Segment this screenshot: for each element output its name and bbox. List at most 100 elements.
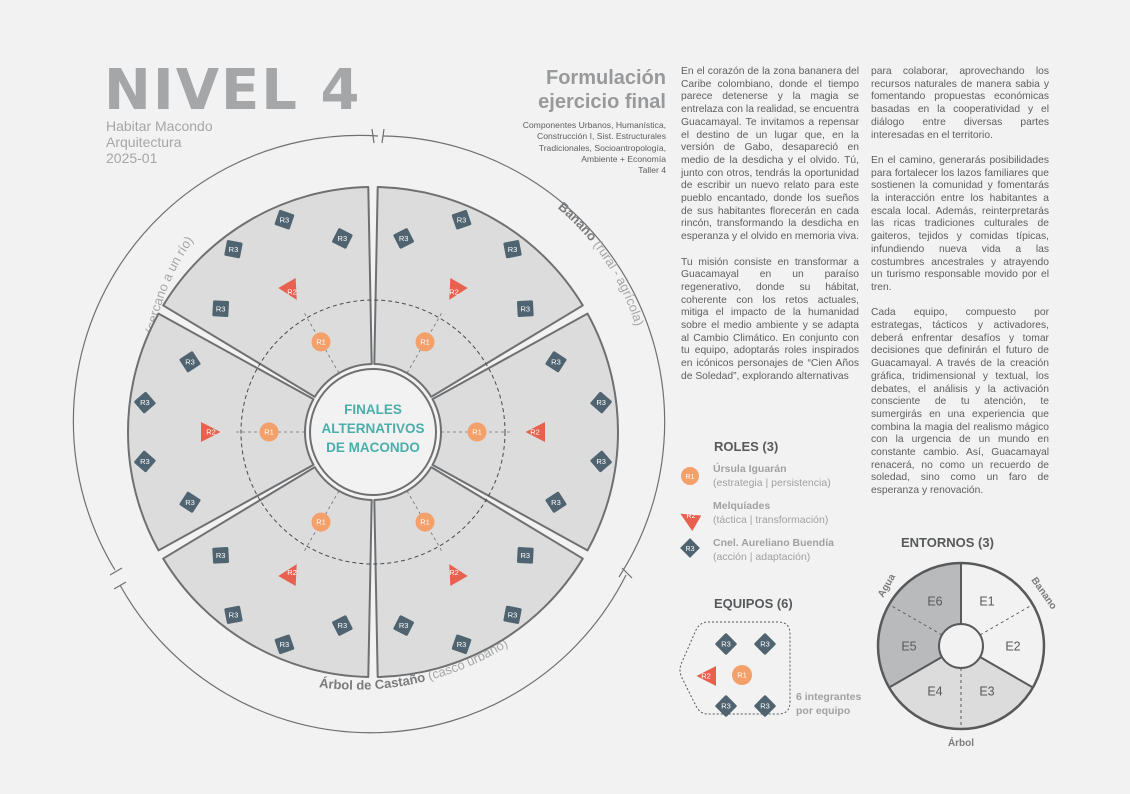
text-column-1: En el corazón de la zona bananera del Ca… bbox=[681, 66, 859, 396]
center-circle bbox=[309, 368, 437, 496]
program-name: Arquitectura bbox=[106, 134, 182, 150]
sector-3 bbox=[431, 312, 619, 552]
r2-triangle-icon bbox=[680, 513, 702, 532]
r2-label: R2 bbox=[287, 287, 297, 296]
entorno-label: E3 bbox=[979, 685, 994, 699]
r3-label: R3 bbox=[457, 215, 467, 224]
entorno-label: E6 bbox=[927, 594, 942, 608]
r3-label: R3 bbox=[551, 357, 561, 366]
r3-label: R3 bbox=[760, 640, 770, 649]
team-boundary bbox=[679, 621, 791, 715]
r3-label: R3 bbox=[229, 245, 239, 254]
r3-label: R3 bbox=[721, 640, 731, 649]
r2-marker: R2 bbox=[525, 422, 545, 442]
r1-marker: R1 bbox=[259, 422, 279, 442]
r3-label: R3 bbox=[760, 702, 770, 711]
formulacion-line-2: ejercicio final bbox=[538, 91, 666, 113]
r3-marker: R3 bbox=[516, 300, 534, 317]
r3-marker: R3 bbox=[332, 228, 353, 249]
role-markers: R1 R2 R3 R3 R3 R3 R1 R2 R3 R3 R3 R3 R1 R2 R3 R3 R3 R3 R1 R2… bbox=[134, 209, 612, 655]
r1-marker: R1 bbox=[732, 665, 752, 685]
r3-label: R3 bbox=[338, 621, 348, 630]
course-components: Componentes Urbanos, Humanística, Constr… bbox=[470, 120, 666, 176]
r3-marker: R3 bbox=[516, 547, 534, 564]
course-name: Habitar Macondo bbox=[106, 118, 213, 134]
r3-marker: R3 bbox=[134, 391, 156, 414]
r3-marker: R3 bbox=[754, 633, 776, 655]
r3-label: R3 bbox=[338, 234, 348, 243]
r3-label: R3 bbox=[551, 498, 561, 507]
role-name: Úrsula Iguarán bbox=[713, 462, 787, 475]
r1-marker: R1 bbox=[415, 332, 435, 352]
r3-marker: R3 bbox=[503, 240, 522, 259]
components-line-3: Tradicionales, Socioantropología, bbox=[538, 142, 666, 153]
r3-label: R3 bbox=[216, 551, 226, 560]
r1-label: R1 bbox=[316, 338, 326, 347]
r3-marker: R3 bbox=[212, 300, 230, 317]
r1-marker: R1 bbox=[311, 512, 331, 532]
r2-label: R2 bbox=[530, 428, 540, 437]
r2-label: R2 bbox=[287, 568, 297, 577]
role-desc: (estrategia | persistencia) bbox=[713, 477, 831, 489]
r3-label: R3 bbox=[457, 640, 467, 649]
r3-marker: R3 bbox=[590, 391, 612, 414]
text-column-2: para colaborar, aprovechando los recurso… bbox=[871, 66, 1049, 511]
ring-break-marks bbox=[109, 128, 633, 590]
entorno-label: E4 bbox=[927, 685, 942, 699]
r2-marker: R2 bbox=[278, 564, 297, 586]
entornos-outer-ring bbox=[876, 561, 1046, 731]
r2-marker: R2 bbox=[278, 278, 297, 300]
r3-marker: R3 bbox=[134, 450, 156, 473]
entorno-divider bbox=[979, 656, 1034, 689]
r3-marker: R3 bbox=[332, 615, 353, 636]
r3-label: R3 bbox=[140, 457, 150, 466]
role-name: Cnel. Aureliano Buendía bbox=[713, 537, 834, 549]
entornos-inner-ring bbox=[938, 623, 984, 669]
formulacion-line-1: Formulación bbox=[545, 67, 666, 89]
r2-marker: R2 bbox=[696, 666, 716, 686]
r2-marker: R2 bbox=[201, 422, 221, 442]
team-size-note-1: 6 integrantes bbox=[796, 691, 862, 703]
entornos-pie: E1 E2 E3 E4 E5 E6 bbox=[876, 561, 1046, 731]
page-title: NIVEL 4 bbox=[104, 58, 362, 123]
center-title-line-1: FINALES bbox=[344, 402, 402, 417]
center-title-line-2: ALTERNATIVOS bbox=[322, 421, 425, 436]
entorno-divider bbox=[888, 604, 943, 636]
team-markers: R3 R3 R2 R1 R3 R3 bbox=[696, 633, 776, 717]
formulacion-title: Formulación ejercicio final bbox=[470, 66, 666, 114]
r1-marker: R1 bbox=[415, 512, 435, 532]
middle-dashed-ring bbox=[240, 299, 506, 565]
r2-marker: R2 bbox=[449, 564, 468, 586]
r1-label: R1 bbox=[316, 518, 326, 527]
r3-label: R3 bbox=[596, 457, 606, 466]
r3-label: R3 bbox=[596, 398, 606, 407]
r3-marker: R3 bbox=[393, 615, 414, 636]
components-line-2: Construcción I, Sist. Estructurales bbox=[537, 131, 666, 142]
r3-label: R3 bbox=[399, 234, 409, 243]
r2-label: R2 bbox=[449, 568, 459, 577]
legend-area: ROLES (3) R1 Úrsula Iguarán (estrategia … bbox=[679, 439, 1059, 749]
r2-label: R2 bbox=[449, 287, 459, 296]
entornos-title: ENTORNOS (3) bbox=[901, 535, 994, 550]
team-size-note-2: por equipo bbox=[796, 705, 850, 717]
r1-marker: R1 bbox=[311, 332, 331, 352]
r3-label: R3 bbox=[508, 610, 518, 619]
role-code: R1 bbox=[686, 474, 695, 481]
outer-ring bbox=[72, 134, 666, 734]
entorno-label: E1 bbox=[979, 594, 994, 608]
entorno-label: E5 bbox=[901, 640, 916, 654]
r3-label: R3 bbox=[508, 245, 518, 254]
r1-label: R1 bbox=[420, 338, 430, 347]
role-item-3: R3 Cnel. Aureliano Buendía (acción | ada… bbox=[680, 537, 834, 563]
role-item-1: R1 Úrsula Iguarán (estrategia | persiste… bbox=[681, 462, 831, 489]
r3-marker: R3 bbox=[393, 228, 414, 249]
r1-label: R1 bbox=[420, 518, 430, 527]
r3-marker: R3 bbox=[590, 450, 612, 473]
r2-label: R2 bbox=[206, 428, 216, 437]
r1-label: R1 bbox=[264, 428, 274, 437]
r3-marker: R3 bbox=[451, 634, 472, 655]
equipos-title: EQUIPOS (6) bbox=[714, 596, 793, 611]
r3-marker: R3 bbox=[212, 547, 230, 564]
role-code: R2 bbox=[687, 513, 696, 520]
r3-marker: R3 bbox=[274, 209, 295, 230]
